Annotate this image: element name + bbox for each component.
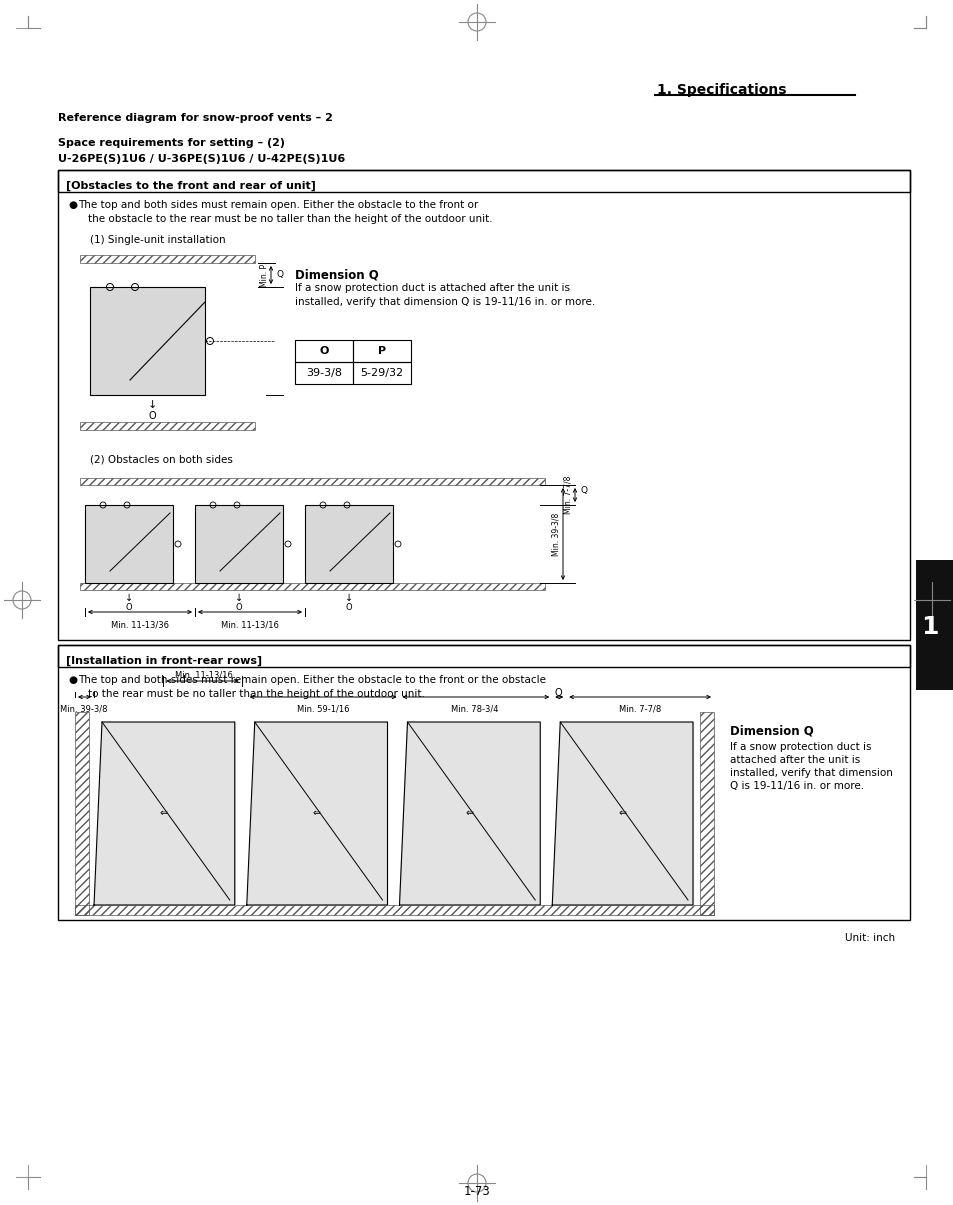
Text: O: O xyxy=(345,602,352,612)
Text: O: O xyxy=(126,602,132,612)
Text: ↓: ↓ xyxy=(147,400,156,410)
Text: Q is 19-11/16 in. or more.: Q is 19-11/16 in. or more. xyxy=(729,781,863,790)
Text: ⇐: ⇐ xyxy=(465,809,473,818)
Polygon shape xyxy=(94,722,234,905)
Text: (1) Single-unit installation: (1) Single-unit installation xyxy=(90,235,226,245)
Text: Unit: inch: Unit: inch xyxy=(844,933,894,944)
Bar xyxy=(305,505,393,583)
Text: 1. Specifications: 1. Specifications xyxy=(657,83,785,96)
Bar xyxy=(80,255,254,263)
Text: If a snow protection duct is attached after the unit is: If a snow protection duct is attached af… xyxy=(294,283,569,293)
Text: installed, verify that dimension Q is 19-11/16 in. or more.: installed, verify that dimension Q is 19… xyxy=(294,296,595,307)
Bar xyxy=(194,505,283,583)
Bar xyxy=(294,340,353,361)
Bar xyxy=(80,583,544,590)
Text: [Obstacles to the front and rear of unit]: [Obstacles to the front and rear of unit… xyxy=(66,181,315,192)
Text: ↓: ↓ xyxy=(125,593,132,602)
Text: Q: Q xyxy=(554,688,561,698)
Text: Min. 7-7/8: Min. 7-7/8 xyxy=(618,705,660,715)
Text: Reference diagram for snow-proof vents – 2: Reference diagram for snow-proof vents –… xyxy=(58,113,333,123)
Text: ⇐: ⇐ xyxy=(160,809,168,818)
Text: Min. 11-13/16: Min. 11-13/16 xyxy=(221,621,278,629)
Bar xyxy=(90,287,205,395)
Bar xyxy=(80,478,544,484)
Text: The top and both sides must remain open. Either the obstacle to the front or: The top and both sides must remain open.… xyxy=(78,200,477,210)
Bar xyxy=(58,645,909,668)
Text: 5-29/32: 5-29/32 xyxy=(360,368,403,378)
Text: ⇐: ⇐ xyxy=(313,809,320,818)
Text: Min. P: Min. P xyxy=(260,264,269,287)
Text: attached after the unit is: attached after the unit is xyxy=(729,756,860,765)
Text: 1-73: 1-73 xyxy=(463,1185,490,1198)
Text: Q: Q xyxy=(580,487,587,495)
Text: Q: Q xyxy=(276,270,284,280)
Text: O: O xyxy=(319,346,329,355)
Text: Dimension Q: Dimension Q xyxy=(729,725,813,737)
Text: O: O xyxy=(148,411,155,421)
Text: Min. 39-3/8: Min. 39-3/8 xyxy=(60,705,108,715)
Text: (2) Obstacles on both sides: (2) Obstacles on both sides xyxy=(90,455,233,465)
Text: Min. 78-3/4: Min. 78-3/4 xyxy=(451,705,498,715)
Bar xyxy=(75,712,89,915)
Text: Min. 59-1/16: Min. 59-1/16 xyxy=(296,705,349,715)
Text: Min. 11-13/36: Min. 11-13/36 xyxy=(111,621,169,629)
Bar xyxy=(58,645,909,919)
Text: the obstacle to the rear must be no taller than the height of the outdoor unit.: the obstacle to the rear must be no tall… xyxy=(88,214,492,224)
Bar xyxy=(700,712,713,915)
Bar xyxy=(80,422,254,430)
Text: ●: ● xyxy=(68,200,77,210)
Text: Min. 11-13/16: Min. 11-13/16 xyxy=(174,671,233,680)
Text: ●: ● xyxy=(68,675,77,684)
Text: The top and both sides must remain open. Either the obstacle to the front or the: The top and both sides must remain open.… xyxy=(78,675,545,684)
Bar xyxy=(353,340,411,361)
Bar xyxy=(294,362,353,384)
Bar xyxy=(915,560,953,690)
Text: Min. 7-7/8: Min. 7-7/8 xyxy=(563,476,573,515)
Bar xyxy=(58,170,909,640)
Text: to the rear must be no taller than the height of the outdoor unit.: to the rear must be no taller than the h… xyxy=(88,689,424,699)
Bar xyxy=(85,505,172,583)
Text: 39-3/8: 39-3/8 xyxy=(306,368,341,378)
Bar xyxy=(75,905,713,915)
Text: Min. 39-3/8: Min. 39-3/8 xyxy=(552,512,560,556)
Text: [Installation in front-rear rows]: [Installation in front-rear rows] xyxy=(66,656,262,666)
Polygon shape xyxy=(552,722,692,905)
Text: ↓: ↓ xyxy=(234,593,243,602)
Text: ⇐: ⇐ xyxy=(618,809,626,818)
Text: P: P xyxy=(377,346,386,355)
Text: 1: 1 xyxy=(921,615,938,639)
Text: If a snow protection duct is: If a snow protection duct is xyxy=(729,742,871,752)
Text: Space requirements for setting – (2): Space requirements for setting – (2) xyxy=(58,139,285,148)
Bar xyxy=(58,170,909,192)
Text: installed, verify that dimension: installed, verify that dimension xyxy=(729,768,892,778)
Polygon shape xyxy=(399,722,539,905)
Bar xyxy=(353,362,411,384)
Polygon shape xyxy=(247,722,387,905)
Text: ↓: ↓ xyxy=(345,593,353,602)
Text: U-26PE(S)1U6 / U-36PE(S)1U6 / U-42PE(S)1U6: U-26PE(S)1U6 / U-36PE(S)1U6 / U-42PE(S)1… xyxy=(58,154,345,164)
Text: Dimension Q: Dimension Q xyxy=(294,268,378,281)
Text: O: O xyxy=(235,602,242,612)
